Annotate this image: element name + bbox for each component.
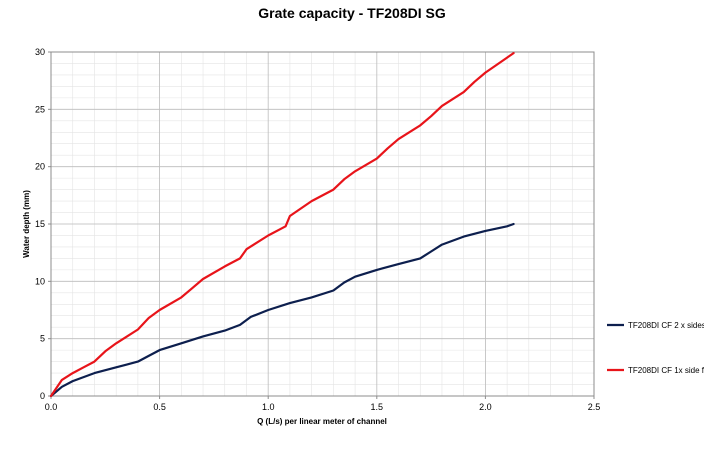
y-tick-label: 20 [35,162,45,172]
y-axis-label: Water depth (mm) [22,190,31,258]
y-tick-label: 25 [35,104,45,114]
legend-label-2: TF208DI CF 1x side flow [628,366,704,375]
series-line-2 [49,51,515,398]
y-axis-ticks: 0 5 10 15 20 25 30 [35,47,51,401]
x-tick-label: 2.0 [479,402,492,412]
y-tick-label: 5 [40,334,45,344]
series-line-1 [49,222,515,398]
x-tick-label: 1.0 [262,402,275,412]
y-tick-label: 0 [40,391,45,401]
y-tick-label: 15 [35,219,45,229]
x-tick-label: 0.0 [45,402,58,412]
legend-label-1: TF208DI CF 2 x sides [628,321,704,330]
x-tick-label: 0.5 [153,402,166,412]
x-axis-label: Q (L/s) per linear meter of channel [257,417,387,426]
x-tick-label: 2.5 [588,402,601,412]
chart-title: Grate capacity - TF208DI SG [258,5,446,21]
y-tick-label: 10 [35,276,45,286]
legend: TF208DI CF 2 x sides TF208DI CF 1x side f… [607,321,704,375]
x-tick-label: 1.5 [371,402,384,412]
x-axis-ticks: 0.0 0.5 1.0 1.5 2.0 2.5 [45,396,601,412]
y-tick-label: 30 [35,47,45,57]
series-lines [49,51,515,398]
